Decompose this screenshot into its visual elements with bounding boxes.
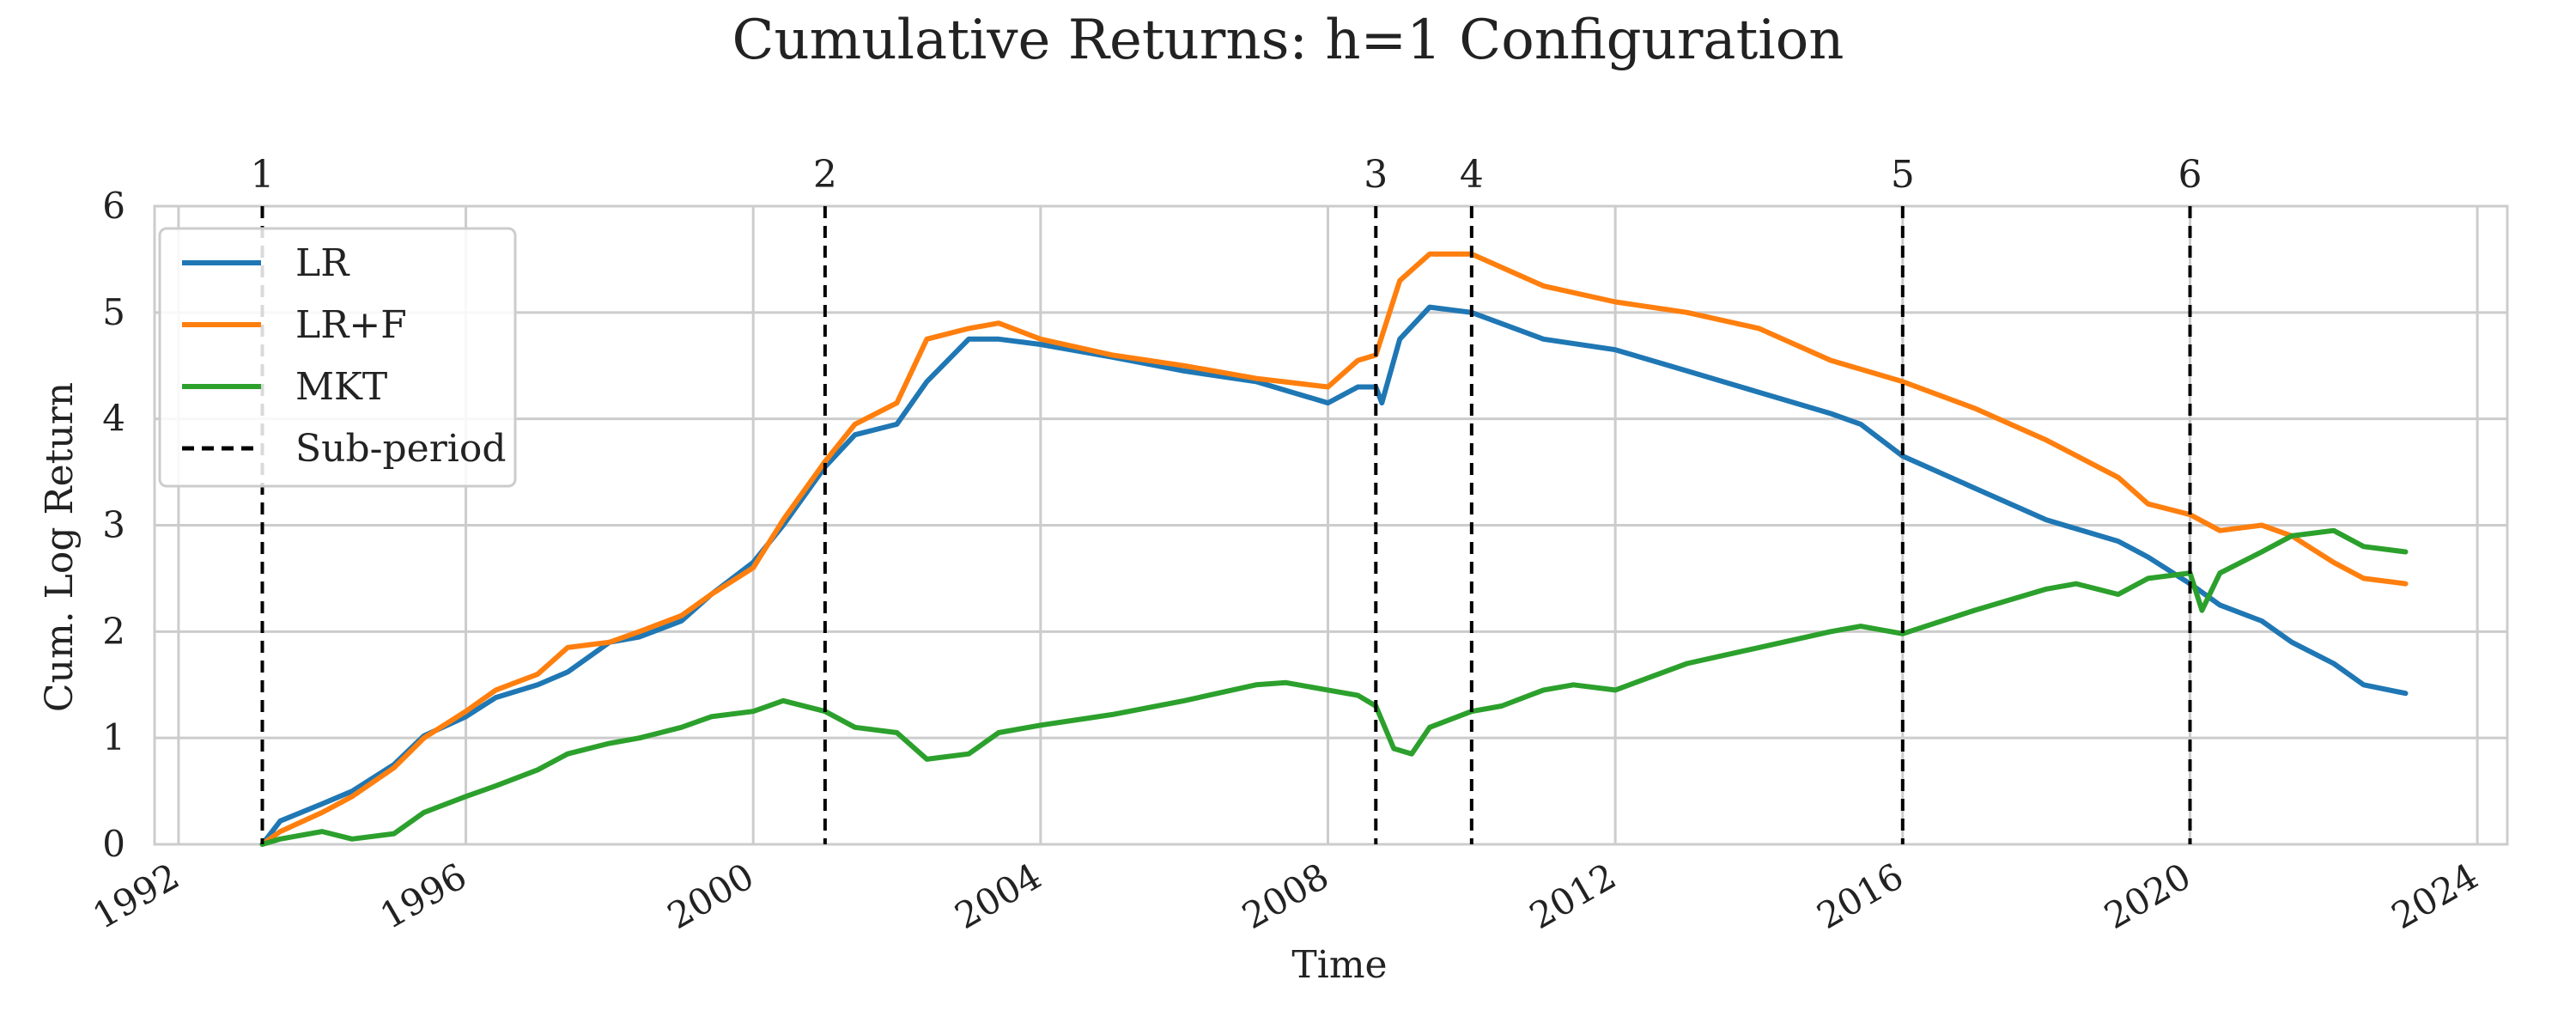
series-line-lr [259,304,2409,847]
x-tick-label: 2004 [948,855,1048,937]
subperiod-label: 2 [813,153,837,197]
legend-label-sub-period: Sub-period [295,427,506,471]
legend-label-mkt: MKT [295,365,387,409]
x-tick-label: 2012 [1522,855,1623,937]
series-layer [259,251,2409,847]
subperiod-label: 3 [1364,153,1388,197]
y-tick-label: 3 [102,504,125,546]
y-tick-label: 5 [102,291,125,333]
y-tick-label: 0 [102,823,125,865]
y-tick-label: 1 [102,716,125,758]
legend: LR LR+F MKT Sub-period [158,227,517,488]
y-axis-label: Cum. Log Return [38,382,82,712]
x-tick-label: 1996 [373,855,473,937]
subperiod-label: 5 [1891,153,1915,197]
x-tick-label: 2024 [2385,855,2485,937]
x-axis-label: Time [1291,943,1387,987]
series-line-mkt [259,527,2409,847]
subperiod-layer: 1 2 3 4 5 6 [250,153,2202,844]
subperiod-label: 1 [250,153,274,197]
x-tick-label: 2020 [2097,855,2197,937]
subperiod-label: 6 [2178,153,2202,197]
x-tick-label: 2000 [660,855,761,937]
x-tick-label: 2008 [1235,855,1335,937]
y-tick-label: 2 [102,610,125,652]
plot-frame [153,204,2509,846]
subperiod-label: 4 [1460,153,1484,197]
y-tick-label: 4 [102,398,125,440]
legend-box [158,227,517,488]
legend-label-lr: LR [295,241,350,285]
chart-title: Cumulative Returns: h=1 Configuration [732,9,1844,72]
y-tick-label: 6 [102,185,125,227]
x-tick-label: 2016 [1810,855,1911,937]
series-line-lr-f [259,251,2409,847]
legend-label-lr-f: LR+F [295,303,407,347]
x-tick-label: 1992 [86,855,186,937]
